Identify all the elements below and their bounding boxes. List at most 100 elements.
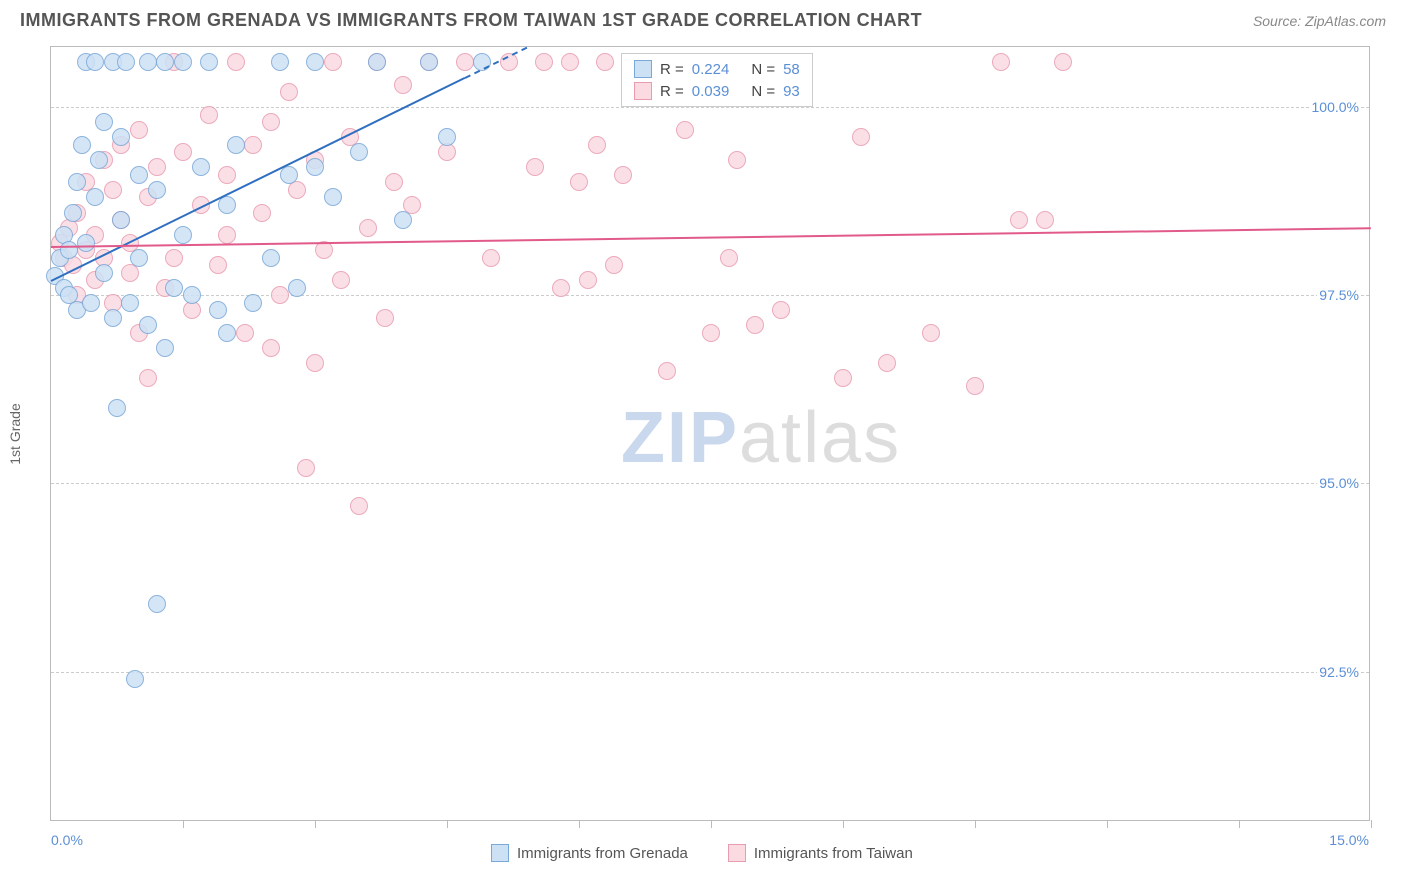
data-point [482,249,500,267]
legend-n-value: 58 [783,61,800,78]
gridline [51,107,1369,108]
data-point [117,53,135,71]
data-point [130,121,148,139]
data-point [90,151,108,169]
data-point [73,136,91,154]
data-point [95,113,113,131]
x-tick [579,820,580,828]
data-point [350,497,368,515]
y-tick-label: 100.0% [1310,99,1361,115]
data-point [720,249,738,267]
x-tick [1371,820,1372,828]
data-point [394,211,412,229]
data-point [1010,211,1028,229]
chart-header: IMMIGRANTS FROM GRENADA VS IMMIGRANTS FR… [0,0,1406,41]
legend-row: R = 0.224N = 58 [624,58,810,80]
data-point [456,53,474,71]
data-point [165,249,183,267]
data-point [104,181,122,199]
legend-swatch [634,60,652,78]
x-tick [843,820,844,828]
gridline [51,672,1369,673]
x-start-label: 0.0% [51,832,83,848]
data-point [236,324,254,342]
data-point [60,241,78,259]
legend-row: R = 0.039N = 93 [624,80,810,102]
regression-line [51,228,1371,249]
data-point [183,286,201,304]
data-point [174,143,192,161]
data-point [244,294,262,312]
data-point [95,264,113,282]
data-point [992,53,1010,71]
data-point [148,595,166,613]
data-point [306,354,324,372]
legend-swatch [491,844,509,862]
data-point [253,204,271,222]
data-point [112,211,130,229]
data-point [526,158,544,176]
data-point [561,53,579,71]
data-point [244,136,262,154]
data-point [1036,211,1054,229]
y-axis-label: 1st Grade [7,403,23,464]
y-tick-label: 92.5% [1317,664,1361,680]
gridline [51,483,1369,484]
data-point [209,301,227,319]
data-point [271,286,289,304]
data-point [77,234,95,252]
legend-r-label: R = [660,61,684,78]
data-point [156,339,174,357]
data-point [68,173,86,191]
x-tick [183,820,184,828]
data-point [552,279,570,297]
data-point [579,271,597,289]
data-point [262,249,280,267]
series-legend-item: Immigrants from Taiwan [728,844,913,862]
x-tick [315,820,316,828]
data-point [121,294,139,312]
data-point [209,256,227,274]
data-point [588,136,606,154]
scatter-plot: 92.5%95.0%97.5%100.0%0.0%15.0%ZIPatlasR … [50,46,1370,821]
source-prefix: Source: [1253,13,1305,29]
data-point [368,53,386,71]
data-point [218,166,236,184]
source-name: ZipAtlas.com [1305,13,1386,29]
data-point [306,158,324,176]
data-point [280,83,298,101]
correlation-legend: R = 0.224N = 58R = 0.039N = 93 [621,53,813,107]
data-point [227,53,245,71]
data-point [139,53,157,71]
series-name: Immigrants from Taiwan [754,845,913,862]
data-point [376,309,394,327]
data-point [746,316,764,334]
data-point [165,279,183,297]
data-point [852,128,870,146]
data-point [728,151,746,169]
data-point [192,158,210,176]
data-point [332,271,350,289]
watermark: ZIPatlas [621,397,901,479]
chart-area: 1st Grade 92.5%95.0%97.5%100.0%0.0%15.0%… [50,46,1406,821]
y-tick-label: 97.5% [1317,287,1361,303]
x-tick [447,820,448,828]
data-point [227,136,245,154]
x-tick [1107,820,1108,828]
data-point [288,181,306,199]
series-legend: Immigrants from GrenadaImmigrants from T… [491,844,913,862]
data-point [385,173,403,191]
data-point [834,369,852,387]
data-point [271,53,289,71]
y-tick-label: 95.0% [1317,475,1361,491]
data-point [394,76,412,94]
data-point [350,143,368,161]
data-point [156,53,174,71]
data-point [676,121,694,139]
data-point [306,53,324,71]
data-point [966,377,984,395]
data-point [112,128,130,146]
source-attribution: Source: ZipAtlas.com [1253,13,1386,29]
legend-n-label: N = [751,61,775,78]
data-point [218,324,236,342]
